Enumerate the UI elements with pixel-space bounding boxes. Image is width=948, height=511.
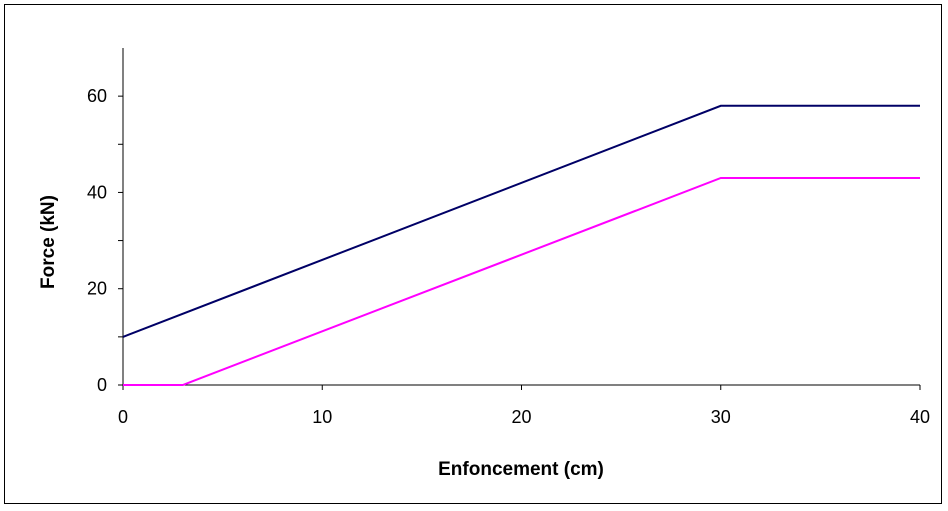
x-tick-label: 40: [910, 407, 930, 427]
y-tick-label: 40: [87, 182, 107, 202]
series-line-2: [123, 177, 920, 386]
chart-frame: [4, 4, 942, 504]
x-tick-label: 30: [711, 407, 731, 427]
x-tick-label: 0: [118, 407, 128, 427]
y-tick-label: 0: [97, 375, 107, 395]
y-tick-label: 20: [87, 279, 107, 299]
y-tick-label: 60: [87, 86, 107, 106]
x-tick-label: 10: [312, 407, 332, 427]
tick-labels: 0 20 40 60 0 10 20 30 40: [87, 86, 930, 427]
series-line-1: [122, 104, 920, 338]
plot-area: [122, 104, 920, 386]
x-axis-title: Enfoncement (cm): [438, 459, 604, 480]
x-tick-label: 20: [511, 407, 531, 427]
y-axis-title: Force (kN): [38, 195, 59, 289]
axes: [118, 48, 921, 390]
